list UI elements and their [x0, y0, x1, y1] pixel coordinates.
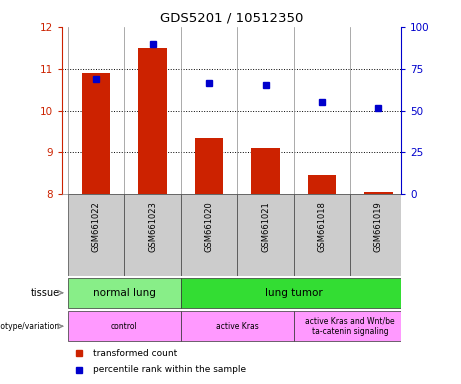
- Text: GSM661020: GSM661020: [205, 201, 213, 252]
- Text: GSM661022: GSM661022: [92, 201, 100, 252]
- Bar: [181, 278, 407, 308]
- Bar: [68, 194, 124, 276]
- Text: active Kras and Wnt/be
ta-catenin signaling: active Kras and Wnt/be ta-catenin signal…: [306, 316, 395, 336]
- Bar: [124, 194, 181, 276]
- Text: genotype/variation: genotype/variation: [0, 322, 59, 331]
- Bar: [251, 148, 280, 194]
- Bar: [181, 194, 237, 276]
- Bar: [195, 138, 223, 194]
- Bar: [308, 175, 336, 194]
- Bar: [138, 48, 167, 194]
- Bar: [294, 194, 350, 276]
- Text: tissue: tissue: [30, 288, 59, 298]
- Bar: [294, 311, 407, 341]
- Bar: [68, 278, 181, 308]
- Bar: [181, 311, 294, 341]
- Text: lung tumor: lung tumor: [265, 288, 323, 298]
- Text: percentile rank within the sample: percentile rank within the sample: [93, 365, 246, 374]
- Text: GSM661021: GSM661021: [261, 201, 270, 252]
- Text: transformed count: transformed count: [93, 349, 177, 358]
- Title: GDS5201 / 10512350: GDS5201 / 10512350: [160, 11, 303, 24]
- Text: GSM661023: GSM661023: [148, 201, 157, 252]
- Text: GSM661018: GSM661018: [318, 201, 326, 252]
- Bar: [364, 192, 393, 194]
- Text: GSM661019: GSM661019: [374, 201, 383, 252]
- Bar: [350, 194, 407, 276]
- Bar: [82, 73, 110, 194]
- Bar: [68, 311, 181, 341]
- Text: normal lung: normal lung: [93, 288, 156, 298]
- Text: control: control: [111, 322, 138, 331]
- Text: active Kras: active Kras: [216, 322, 259, 331]
- Bar: [237, 194, 294, 276]
